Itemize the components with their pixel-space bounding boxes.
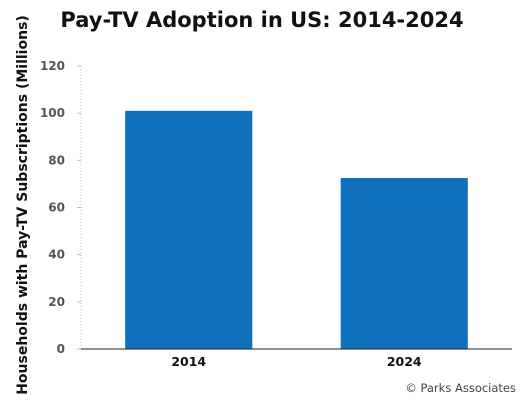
credit-text: © Parks Associates [405,381,516,395]
y-tick-label: 100 [40,106,65,120]
y-tick-label: 40 [48,248,65,262]
y-tick-label: 120 [40,59,65,73]
x-axis-ticks: 2014 2024 [171,354,422,369]
bar-2024 [340,178,468,349]
bars-group [125,110,468,349]
y-tick-label: 80 [48,153,65,167]
x-tick-label-2014: 2014 [171,354,206,369]
y-axis-label: Households with Pay-TV Subscriptions (Mi… [15,15,31,395]
y-tick-label: 60 [48,201,65,215]
chart-title: Pay-TV Adoption in US: 2014-2024 [60,8,463,32]
bar-2014 [125,110,253,349]
y-axis: 0 20 40 60 80 100 120 [40,59,82,356]
y-tick-label: 20 [48,295,65,309]
x-tick-label-2024: 2024 [387,354,422,369]
y-tick-label: 0 [57,342,65,356]
